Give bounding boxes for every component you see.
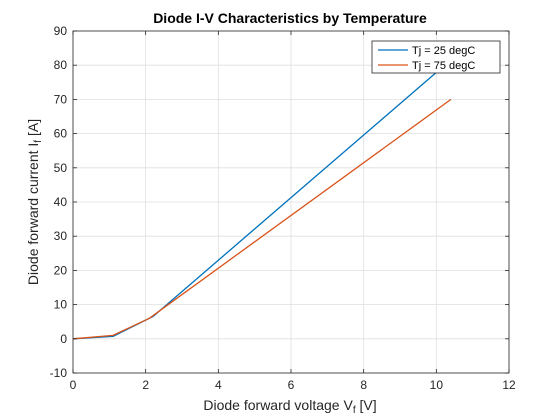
x-tick-label: 2 [142, 378, 149, 392]
y-tick-label: 30 [54, 229, 68, 243]
y-axis-label-subscript: f [33, 140, 44, 143]
x-tick-label: 10 [430, 378, 444, 392]
y-axis-label-main: Diode forward current I [25, 143, 41, 285]
chart-title: Diode I-V Characteristics by Temperature [153, 10, 427, 26]
legend: Tj = 25 degC Tj = 75 degC [371, 40, 501, 74]
y-tick-label: 70 [54, 92, 68, 106]
x-tick-label: 4 [215, 378, 222, 392]
legend-label-tj75: Tj = 75 degC [412, 60, 475, 72]
y-tick-label: 50 [54, 161, 68, 175]
x-axis-label-subscript: f [353, 405, 356, 416]
y-axis-label-unit: [A] [25, 119, 41, 140]
y-tick-label: 10 [54, 298, 68, 312]
y-tick-label: -10 [50, 366, 68, 380]
y-tick-label: 90 [54, 24, 68, 38]
y-tick-label: 80 [54, 58, 68, 72]
y-axis-label: Diode forward current If [A] [25, 119, 44, 285]
y-tick-label: 60 [54, 127, 68, 141]
x-tick-label: 0 [70, 378, 77, 392]
x-tick-label: 12 [502, 378, 516, 392]
series-layer [72, 68, 452, 340]
legend-label-tj25: Tj = 25 degC [412, 45, 475, 57]
x-tick-label: 6 [288, 378, 295, 392]
y-tick-label: 0 [60, 332, 67, 346]
x-axis-label-main: Diode forward voltage V [203, 397, 353, 413]
x-tick-label: 8 [360, 378, 367, 392]
series-line-tj75 [72, 98, 452, 340]
y-tick-label: 40 [54, 195, 68, 209]
x-axis-label-unit: [V] [356, 397, 377, 413]
x-axis-label: Diode forward voltage Vf [V] [203, 397, 376, 416]
y-tick-label: 20 [54, 263, 68, 277]
legend-box [371, 40, 501, 74]
